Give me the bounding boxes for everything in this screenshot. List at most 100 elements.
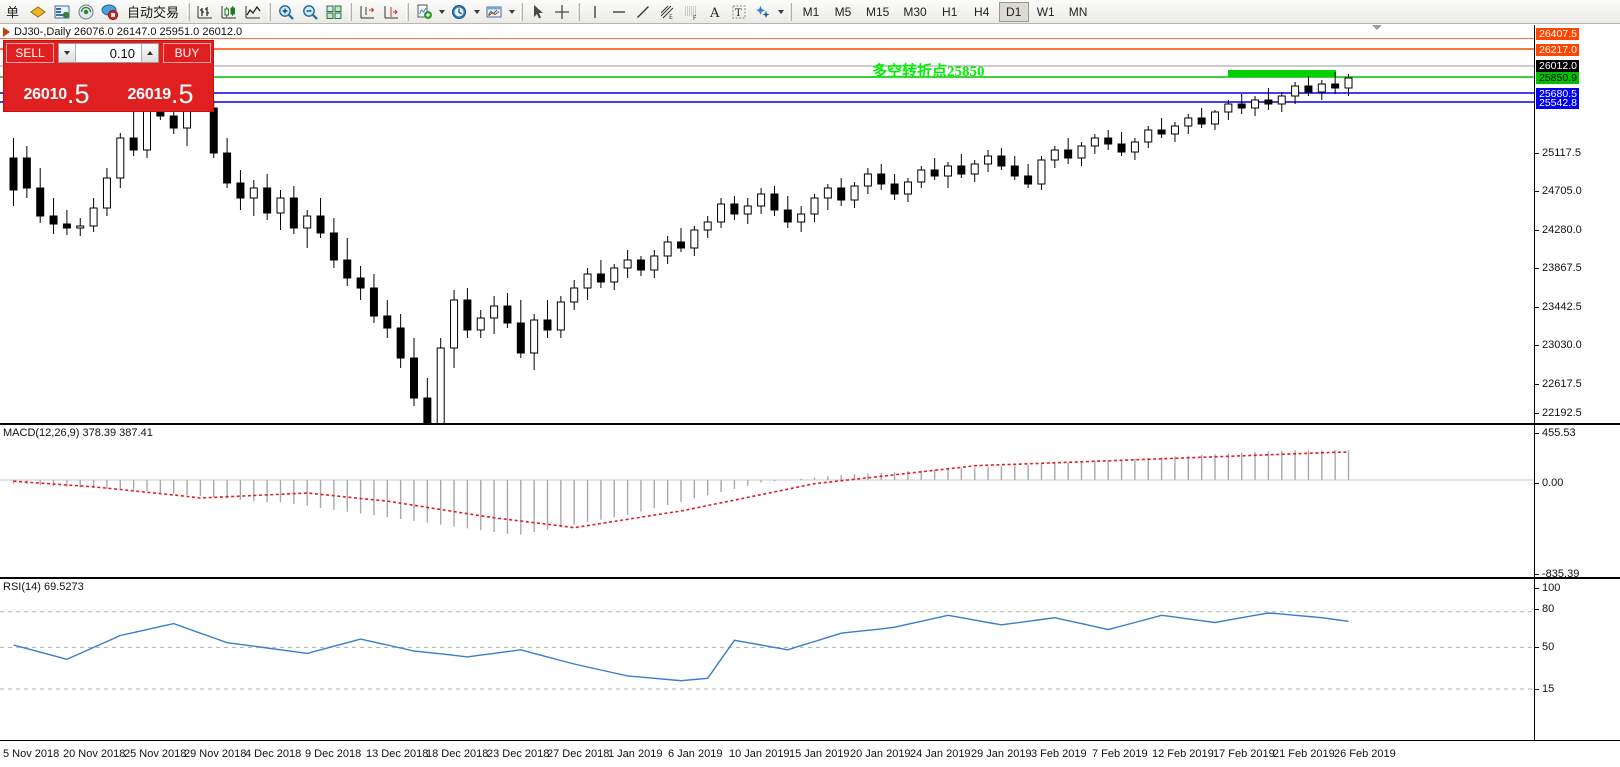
- macd-value-axis[interactable]: 455.53 0.00 -835.39: [1534, 425, 1620, 580]
- zoom-in-icon[interactable]: [274, 1, 298, 23]
- candle-body: [543, 319, 552, 331]
- toolbar-separator: [406, 2, 410, 21]
- text-label-icon[interactable]: T: [727, 1, 751, 23]
- date-axis-tick: 1 Jan 2019: [608, 748, 663, 760]
- candlestick-chart-icon[interactable]: [217, 1, 241, 23]
- sell-price[interactable]: 26010 .5: [6, 65, 107, 108]
- vertical-line-icon[interactable]: [583, 1, 607, 23]
- trendline-icon[interactable]: [631, 1, 655, 23]
- auto-scroll-icon[interactable]: [355, 1, 379, 23]
- buy-price[interactable]: 26019 .5: [110, 65, 211, 108]
- candle-body: [450, 299, 459, 349]
- toolbar-separator: [520, 2, 524, 21]
- rsi-pane[interactable]: [0, 579, 1534, 740]
- price-chart-pane[interactable]: [0, 38, 1534, 423]
- candle-body: [1251, 99, 1260, 109]
- candle-body: [116, 137, 125, 179]
- candle-body: [623, 259, 632, 269]
- candle-body: [530, 319, 539, 354]
- timeframe-w1[interactable]: W1: [1036, 4, 1055, 19]
- candle-body: [930, 169, 939, 177]
- date-axis-tick: 25 Nov 2018: [124, 748, 187, 760]
- candle-body: [476, 317, 485, 331]
- macd-pane[interactable]: [0, 425, 1534, 577]
- date-axis[interactable]: 5 Nov 2018 20 Nov 2018 25 Nov 2018 29 Nov 2…: [0, 740, 1620, 767]
- price-level-chip[interactable]: 26407.5: [1536, 28, 1579, 40]
- timeframe-d1[interactable]: D1: [998, 1, 1029, 22]
- line-chart-icon[interactable]: [241, 1, 265, 23]
- templates-dropdown-caret[interactable]: [506, 1, 517, 23]
- candle-body: [89, 207, 98, 227]
- fibonacci-icon[interactable]: F: [679, 1, 703, 23]
- candle-body: [944, 165, 952, 177]
- shapes-icon[interactable]: [751, 1, 775, 23]
- date-axis-tick: 24 Jan 2019: [910, 748, 971, 760]
- candle-body: [490, 305, 499, 319]
- date-axis-tick: 5 Nov 2018: [3, 748, 60, 760]
- timeframe-h1[interactable]: H1: [942, 4, 958, 19]
- sell-button[interactable]: SELL: [6, 43, 54, 63]
- volume-value[interactable]: 0.10: [76, 44, 141, 62]
- rsi-value-axis[interactable]: 100 80 50 15: [1534, 579, 1620, 740]
- timeframe-m1[interactable]: M1: [802, 4, 820, 19]
- one-click-trading-panel[interactable]: SELL 0.10 BUY 26010 .5 26019 .5: [3, 40, 214, 112]
- candle-body: [289, 197, 298, 229]
- candle-body: [316, 215, 325, 234]
- symbol-ohlc-text: DJ30-,Daily 26076.0 26147.0 25951.0 2601…: [14, 25, 243, 38]
- autotrading-icon[interactable]: [98, 1, 122, 23]
- buy-button[interactable]: BUY: [163, 43, 211, 63]
- timeframe-h4[interactable]: H4: [974, 4, 990, 19]
- bar-chart-icon[interactable]: [193, 1, 217, 23]
- svg-text:F: F: [693, 15, 697, 21]
- candle-body: [1317, 83, 1326, 93]
- market-watch-icon[interactable]: [50, 1, 74, 23]
- chart-annotation-text[interactable]: 多空转折点25850: [872, 64, 985, 80]
- indicators-dropdown-caret[interactable]: [436, 1, 447, 23]
- candle-body: [1264, 99, 1273, 105]
- indicators-icon[interactable]: [412, 1, 436, 23]
- volume-stepper[interactable]: 0.10: [58, 43, 159, 63]
- price-level-chip[interactable]: 25850.9: [1536, 72, 1579, 84]
- candle-body: [917, 169, 926, 183]
- text-icon[interactable]: A: [703, 1, 727, 23]
- volume-increase-button[interactable]: [141, 44, 158, 62]
- periods-dropdown-caret[interactable]: [471, 1, 482, 23]
- equidistant-channel-icon[interactable]: E: [655, 1, 679, 23]
- highlight-zone: [1228, 70, 1336, 77]
- svg-text:E: E: [669, 14, 673, 21]
- price-level-chip[interactable]: 25542.8: [1536, 97, 1579, 109]
- timeframe-m15[interactable]: M15: [866, 4, 890, 19]
- price-level-chip[interactable]: 26217.0: [1536, 44, 1579, 56]
- tile-windows-icon[interactable]: [322, 1, 346, 23]
- shapes-dropdown-caret[interactable]: [775, 1, 786, 23]
- candle-body: [797, 213, 806, 223]
- candle-body: [102, 177, 111, 209]
- date-axis-tick: 7 Feb 2019: [1092, 748, 1148, 760]
- candle-body: [1010, 165, 1019, 177]
- chart-shift-icon[interactable]: [379, 1, 403, 23]
- timeframe-mn[interactable]: MN: [1068, 4, 1088, 19]
- trade-prices-row: 26010 .5 26019 .5: [4, 65, 213, 110]
- timeframe-m30[interactable]: M30: [903, 4, 927, 19]
- signals-icon[interactable]: [74, 1, 98, 23]
- candle-body: [369, 287, 378, 317]
- candle-body: [276, 197, 285, 214]
- price-axis[interactable]: 25117.5 24705.0 24280.0 23867.5 23442.5 23030…: [1534, 25, 1620, 456]
- crosshair-icon[interactable]: [550, 1, 574, 23]
- autotrading-label[interactable]: 自动交易: [127, 5, 180, 20]
- candle-body: [1277, 95, 1286, 105]
- templates-icon[interactable]: [482, 1, 506, 23]
- chart-collapse-icon[interactable]: [3, 26, 10, 37]
- zoom-out-icon[interactable]: [298, 1, 322, 23]
- objects-icon[interactable]: [26, 1, 50, 23]
- candle-body: [810, 197, 819, 215]
- volume-decrease-button[interactable]: [59, 44, 76, 62]
- timeframe-m5[interactable]: M5: [834, 4, 852, 19]
- cursor-icon[interactable]: [526, 1, 550, 23]
- periods-icon[interactable]: [447, 1, 471, 23]
- new-order-icon[interactable]: 单: [2, 1, 26, 23]
- horizontal-line-icon[interactable]: [607, 1, 631, 23]
- chart-scroll-indicator-icon[interactable]: [1372, 25, 1382, 30]
- price-level-chip[interactable]: 26012.0: [1536, 60, 1579, 72]
- price-axis-tick: 24280.0: [1535, 224, 1620, 236]
